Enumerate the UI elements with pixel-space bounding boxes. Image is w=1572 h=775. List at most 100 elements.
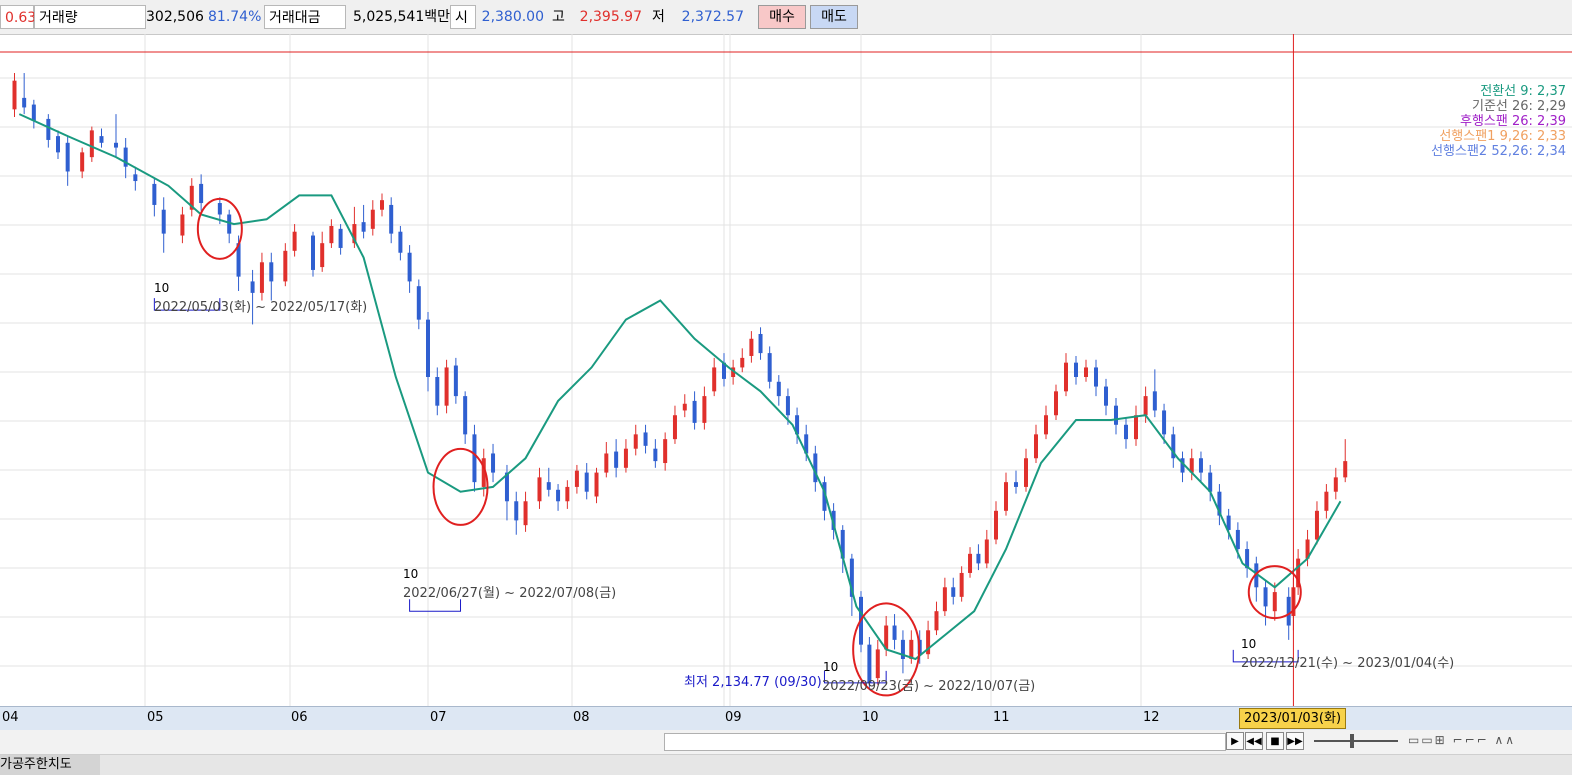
candle [1114,398,1118,435]
play-icon[interactable]: ▶ [1226,732,1244,750]
candle-body [900,639,905,659]
candle [1024,448,1028,492]
scroll-track[interactable] [664,733,1226,751]
month-label: 05 [147,710,164,725]
candle-body [537,477,542,502]
candle [672,405,677,444]
candle-body [1084,367,1088,377]
candle-body [416,286,421,320]
candle [370,200,375,236]
candle [951,577,956,605]
range-start-label: 10 [154,281,170,295]
candle [731,359,736,385]
buy-button[interactable]: 매수 [758,5,806,29]
candle [663,432,668,471]
candle [1094,359,1098,397]
candle-body [942,587,947,612]
month-label: 10 [862,710,879,725]
candle-body [161,209,166,234]
candle [1263,579,1268,626]
candle-body [504,472,509,502]
candle [1198,451,1203,483]
candle-body [1217,491,1222,516]
candle [269,252,274,301]
candle [1180,451,1185,483]
candle [426,312,430,392]
range-bracket [823,670,887,684]
candle-body [546,482,551,490]
chart-overlays [0,34,1572,706]
legend-entry: 전환선 9: 2,37 [1480,84,1566,99]
candle-body [623,448,628,468]
candle [623,439,628,473]
sell-button[interactable]: 매도 [810,5,858,29]
candle-body [994,510,998,540]
candle-body [361,222,366,232]
candle-body [1171,434,1176,459]
candle-body [1004,482,1008,511]
candle [959,566,964,602]
low-label: 저 [652,9,665,25]
signal-circle [852,602,921,697]
zoom-slider[interactable] [1314,740,1398,742]
change-percent: 0.63% [0,5,49,29]
candle-body [934,611,939,631]
candle-body [633,434,638,449]
candle-body [1014,482,1018,487]
candle [444,359,449,414]
candle-body [1162,410,1167,435]
candle-body [604,453,609,473]
candle [463,391,468,444]
candle-body [584,472,589,492]
candle [435,367,440,416]
high-label: 고 [552,9,565,25]
candle [1014,470,1018,494]
candle-body [892,625,897,640]
candle [1314,501,1319,545]
candle-body [1226,515,1231,530]
candle [398,225,403,261]
candle-body [463,396,468,435]
month-label: 08 [573,710,590,725]
candle-body [1064,362,1068,392]
candle-body [1333,477,1338,492]
candle-body [320,243,325,268]
min-price-label: 최저 2,134.77 (09/30) [684,675,822,690]
candle-body [1296,558,1301,588]
candle-body [514,501,519,521]
candle [12,73,17,117]
range-bracket [1232,649,1299,663]
low-value: 2,372.57 [681,9,744,25]
candle-body [1314,510,1319,540]
candle-body [556,489,561,502]
fast-forward-icon[interactable]: ▶▶ [1286,732,1304,750]
candle [653,439,658,468]
tab-main[interactable]: 가공주한치도 [0,755,100,775]
candle [283,243,288,287]
candle-body [1124,424,1128,440]
drawing-tools-icon[interactable]: ▭▭⊞ ⌐⌐⌐ ∧∧ [1408,733,1517,747]
signal-circle [1247,565,1302,620]
stop-icon[interactable]: ■ [1266,732,1284,750]
candle [702,386,707,430]
candle-body [959,572,964,597]
candle [1217,484,1222,526]
candle [892,614,897,650]
candle [976,544,981,571]
candle [584,463,589,500]
candle [537,467,542,509]
rewind-icon[interactable]: ◀◀ [1245,732,1263,750]
candle [594,467,599,504]
zoom-slider-handle[interactable] [1350,734,1354,748]
candle-body [884,625,889,650]
candle-body [984,539,989,564]
candle-body [80,152,85,172]
candle [1104,378,1108,416]
candle [22,73,27,115]
candle-body [1245,549,1250,569]
candle-body [614,451,619,468]
month-label: 06 [291,710,308,725]
candle-body [1134,415,1138,440]
